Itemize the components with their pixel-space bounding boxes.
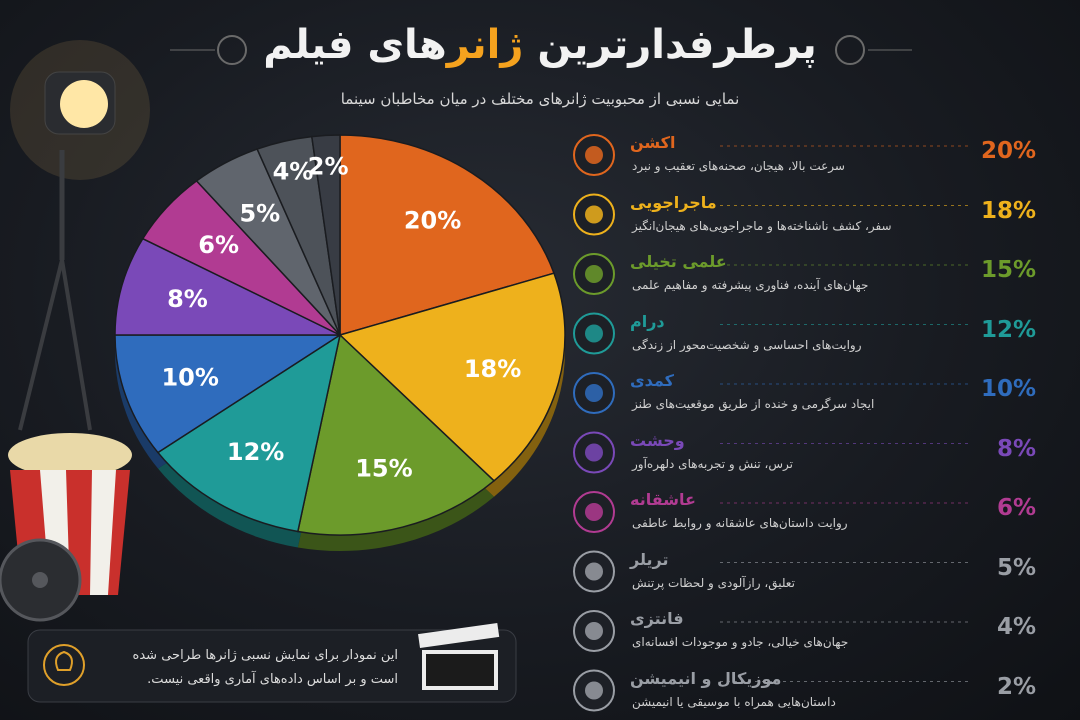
slice-label: 4% — [273, 157, 314, 185]
clapperboard-icon — [418, 623, 500, 690]
legend-value: 5% — [996, 554, 1036, 581]
legend-description: تعلیق، رازآلودی و لحظات پرتنش — [632, 575, 795, 590]
lamp-decoration — [10, 40, 150, 431]
legend — [573, 134, 972, 712]
legend-icon-dot — [585, 205, 603, 224]
legend-name: تریلر — [630, 549, 669, 569]
legend-name: علمی تخیلی — [630, 252, 727, 271]
legend-value: 2% — [996, 673, 1036, 700]
legend-name: اکشن — [630, 133, 676, 152]
legend-name: موزیکال و انیمیشن — [630, 668, 782, 688]
legend-description: روایت‌های احساسی و شخصیت‌محور از زندگی — [632, 337, 862, 352]
slice — [114, 334, 343, 454]
legend-icon-dot — [585, 443, 603, 462]
legend-description: جهان‌های آینده، فناوری پیشرفته و مفاهیم … — [632, 278, 869, 292]
legend-value: 8% — [996, 435, 1036, 462]
legend-description: ترس، تنش و تجربه‌های دلهره‌آور — [632, 456, 794, 471]
legend-description: جهان‌های خیالی، جادو و موجودات افسانه‌ای — [632, 635, 849, 649]
note-box — [27, 629, 517, 703]
legend-value: 12% — [980, 316, 1036, 343]
slice-label: 5% — [239, 199, 280, 227]
legend-name: کمدی — [630, 371, 674, 390]
legend-name: وحشت — [630, 430, 685, 450]
subtitle: نمایی نسبی از محبوبیت ژانرهای مختلف در م… — [340, 90, 740, 108]
slice-label: 8% — [167, 285, 208, 313]
legend-name: ماجراجویی — [630, 192, 717, 212]
legend-icon-dot — [585, 622, 603, 640]
slice-label: 12% — [227, 438, 284, 466]
title-part: پرطرفدارترین — [537, 22, 817, 68]
title-highlight: ژانر — [446, 22, 524, 68]
legend-icon-dot — [585, 681, 603, 700]
slice-label: 10% — [161, 363, 218, 391]
title-ornament — [170, 35, 912, 65]
legend-icon-dot — [585, 503, 603, 521]
legend-value: 4% — [996, 614, 1036, 640]
bulb-icon — [43, 644, 85, 686]
legend-description: داستان‌هایی همراه با موسیقی یا انیمیشن — [632, 694, 836, 709]
legend-description: سرعت بالا، هیجان، صحنه‌های تعقیب و نبرد — [632, 159, 845, 173]
slice — [156, 333, 342, 533]
slice — [296, 333, 496, 536]
film-reel-decoration — [0, 538, 82, 622]
slice — [339, 134, 555, 336]
slice — [310, 134, 341, 336]
legend-icon-dot — [585, 384, 603, 402]
legend-icon-dot — [585, 146, 603, 164]
legend-name: فانتزی — [630, 609, 684, 628]
legend-icon-dot — [585, 324, 603, 343]
title-part: های فیلم — [263, 22, 447, 68]
legend-description: ایجاد سرگرمی و خنده از طریق موقعیت‌های ط… — [632, 397, 875, 411]
legend-value: 20% — [980, 138, 1036, 164]
slice — [338, 272, 566, 482]
pie: 20% 18% 15% 12% 10% 8% 6%5% 4%2% — [114, 134, 566, 551]
note: این نمودار برای نمایش نسبی ژانرها طراحی … — [132, 648, 398, 687]
legend-description: سفر، کشف ناشناخته‌ها و ماجراجویی‌های هیج… — [632, 218, 892, 233]
legend-value: 10% — [980, 376, 1036, 402]
legend-value: 18% — [980, 197, 1036, 224]
slice-label: 18% — [464, 355, 521, 383]
slice-label: 20% — [404, 207, 461, 235]
legend-value: 6% — [996, 495, 1036, 521]
legend-value: 15% — [980, 257, 1036, 283]
legend-name: درام — [630, 311, 665, 331]
bulb-shape — [55, 650, 73, 671]
legend-icon-dot — [585, 265, 603, 283]
slice-label: 6% — [198, 231, 239, 259]
legend-name: عاشقانه — [630, 490, 696, 509]
legend-description: روایت داستان‌های عاشقانه و روابط عاطفی — [632, 516, 848, 530]
title: پرطرفدارترین ژانرهای فیلم — [0, 22, 1080, 68]
slice-label: 2% — [308, 152, 349, 180]
slice-label: 15% — [355, 454, 412, 482]
legend-icon-dot — [585, 562, 603, 581]
slice — [114, 237, 341, 336]
